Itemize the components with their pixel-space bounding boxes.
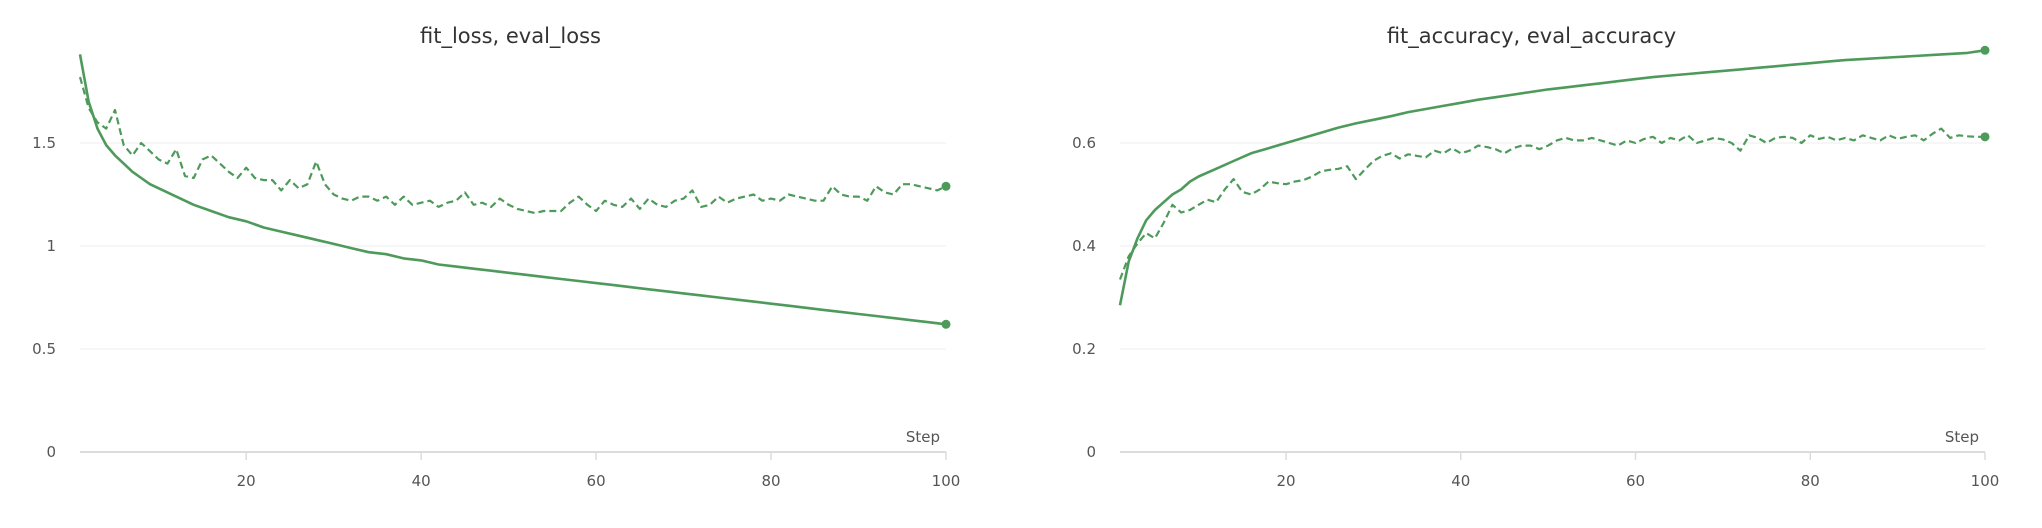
loss-chart-panel: fit_loss, eval_loss 0 0.5 1 1.5 20 40 60 80 100 S… xyxy=(0,0,1021,528)
y-tick-label: 0.2 xyxy=(1072,340,1096,358)
x-tick-label: 80 xyxy=(762,472,781,490)
series-line-solid xyxy=(1118,49,1986,306)
x-tick-label: 20 xyxy=(237,472,256,490)
x-tick-label: 40 xyxy=(412,472,431,490)
x-tick-label: 80 xyxy=(1801,472,1820,490)
x-tick-label: 60 xyxy=(1626,472,1645,490)
loss-chart[interactable]: 0 0.5 1 1.5 20 40 60 80 100 Step xyxy=(0,0,1021,528)
y-tick-label: 0.6 xyxy=(1072,134,1096,152)
accuracy-chart-panel: fit_accuracy, eval_accuracy 0 0.2 0.4 0.6 20… xyxy=(1021,0,2042,528)
x-tick-label: 100 xyxy=(932,472,961,490)
y-tick-label: 0 xyxy=(46,443,56,461)
y-tick-label: 1.5 xyxy=(32,134,56,152)
accuracy-chart[interactable]: 0 0.2 0.4 0.6 20 40 60 80 100 Step xyxy=(1021,0,2042,528)
x-tick-label: 20 xyxy=(1276,472,1295,490)
y-tick-label: 0.4 xyxy=(1072,237,1096,255)
x-tick-label: 60 xyxy=(587,472,606,490)
x-axis-label: Step xyxy=(906,428,940,446)
chart-title: fit_accuracy, eval_accuracy xyxy=(1386,24,1677,48)
x-axis-label: Step xyxy=(1945,428,1979,446)
y-tick-label: 0 xyxy=(1086,443,1096,461)
series-end-point xyxy=(1980,132,1990,142)
chart-title: fit_loss, eval_loss xyxy=(420,24,601,48)
series-line-solid xyxy=(78,54,947,326)
x-tick-label: 40 xyxy=(1451,472,1470,490)
x-tick-label: 100 xyxy=(1971,472,2000,490)
series-end-point xyxy=(941,319,951,329)
y-tick-label: 1 xyxy=(46,237,56,255)
series-end-point xyxy=(1980,45,1990,55)
series-end-point xyxy=(941,181,951,191)
series-line-dashed xyxy=(78,76,947,215)
y-tick-label: 0.5 xyxy=(32,340,56,358)
series-line-dashed xyxy=(1118,127,1985,280)
